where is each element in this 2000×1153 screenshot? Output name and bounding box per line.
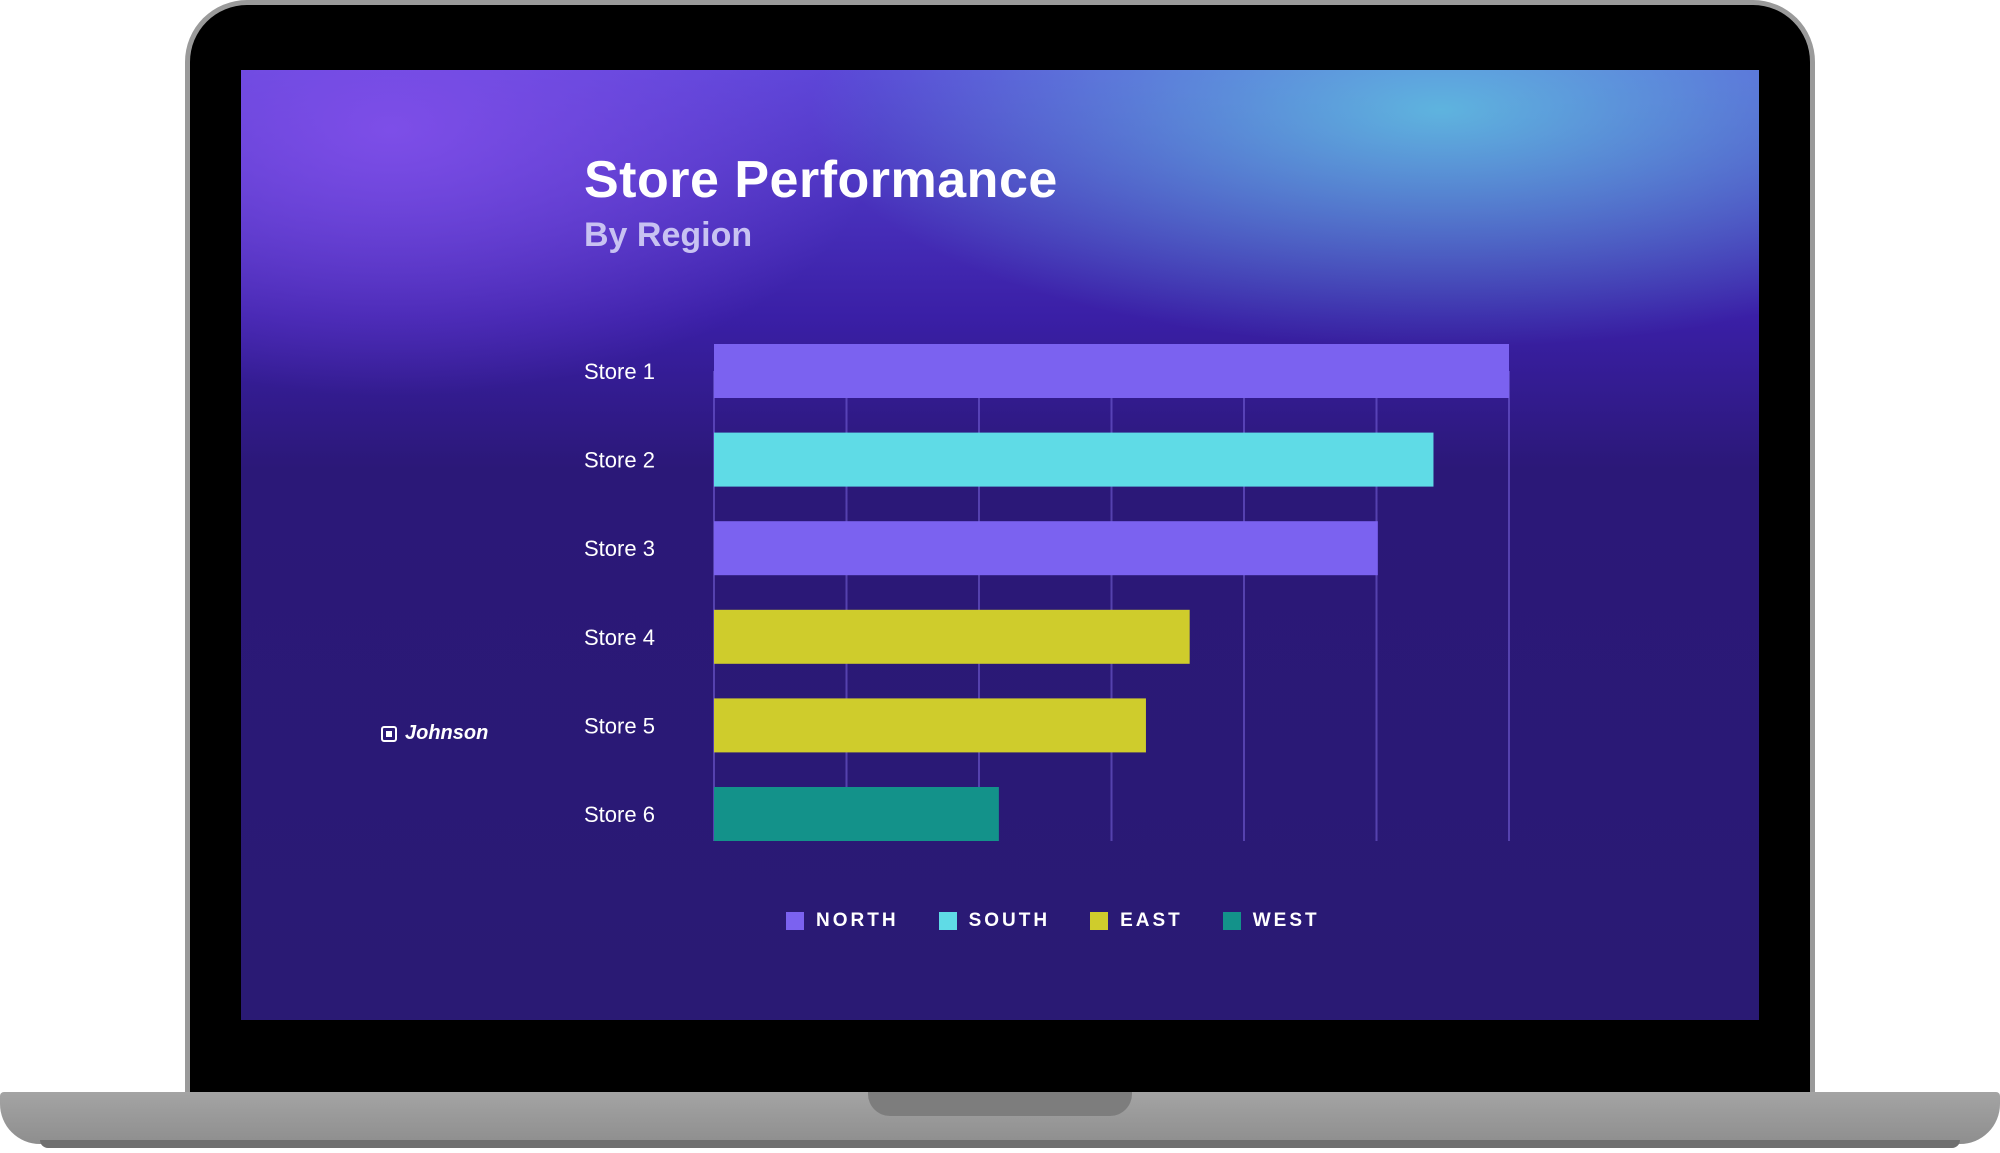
- legend-label: EAST: [1120, 910, 1183, 931]
- bar-store-1: [714, 344, 1509, 398]
- legend-item-south: SOUTH: [938, 910, 1051, 932]
- legend-item-north: NORTH: [786, 910, 899, 932]
- category-label: Store 1: [584, 359, 655, 384]
- brand-logo: Johnson: [381, 722, 488, 745]
- bar-store-2: [714, 432, 1434, 487]
- bar-store-6: [714, 787, 999, 841]
- legend-swatch: [1222, 912, 1241, 930]
- legend-swatch: [938, 912, 957, 930]
- legend-item-east: EAST: [1090, 910, 1183, 932]
- chart-bars: [714, 344, 1509, 841]
- bar-chart: Store 1 Store 2 Store 3 Store 4 Store 5 Store…: [584, 344, 1510, 841]
- chart-category-labels: Store 1 Store 2 Store 3 Store 4 Store 5 Store…: [584, 359, 655, 827]
- category-label: Store 5: [584, 713, 655, 738]
- category-label: Store 2: [584, 448, 655, 473]
- laptop-notch: [868, 1092, 1132, 1116]
- legend-label: SOUTH: [968, 910, 1051, 931]
- category-label: Store 6: [584, 802, 655, 827]
- category-label: Store 3: [584, 536, 655, 561]
- legend-label: NORTH: [816, 910, 899, 931]
- chart-legend: NORTH SOUTH EAST WEST: [786, 910, 1320, 932]
- logo-square-icon: [381, 725, 397, 742]
- category-label: Store 4: [584, 625, 655, 650]
- legend-item-west: WEST: [1222, 910, 1320, 932]
- legend-swatch: [1090, 912, 1109, 930]
- chart-title: Store Performance: [584, 151, 1058, 209]
- legend-swatch: [786, 912, 804, 930]
- laptop-base-shadow: [40, 1140, 1960, 1148]
- laptop-screen: Store Performance By Region Johnson Stor…: [241, 70, 1759, 1020]
- bar-store-3: [714, 521, 1378, 576]
- brand-name: Johnson: [405, 722, 489, 744]
- bar-store-5: [714, 698, 1146, 753]
- chart-subtitle: By Region: [584, 216, 753, 254]
- legend-label: WEST: [1252, 910, 1320, 931]
- bar-store-4: [714, 609, 1190, 664]
